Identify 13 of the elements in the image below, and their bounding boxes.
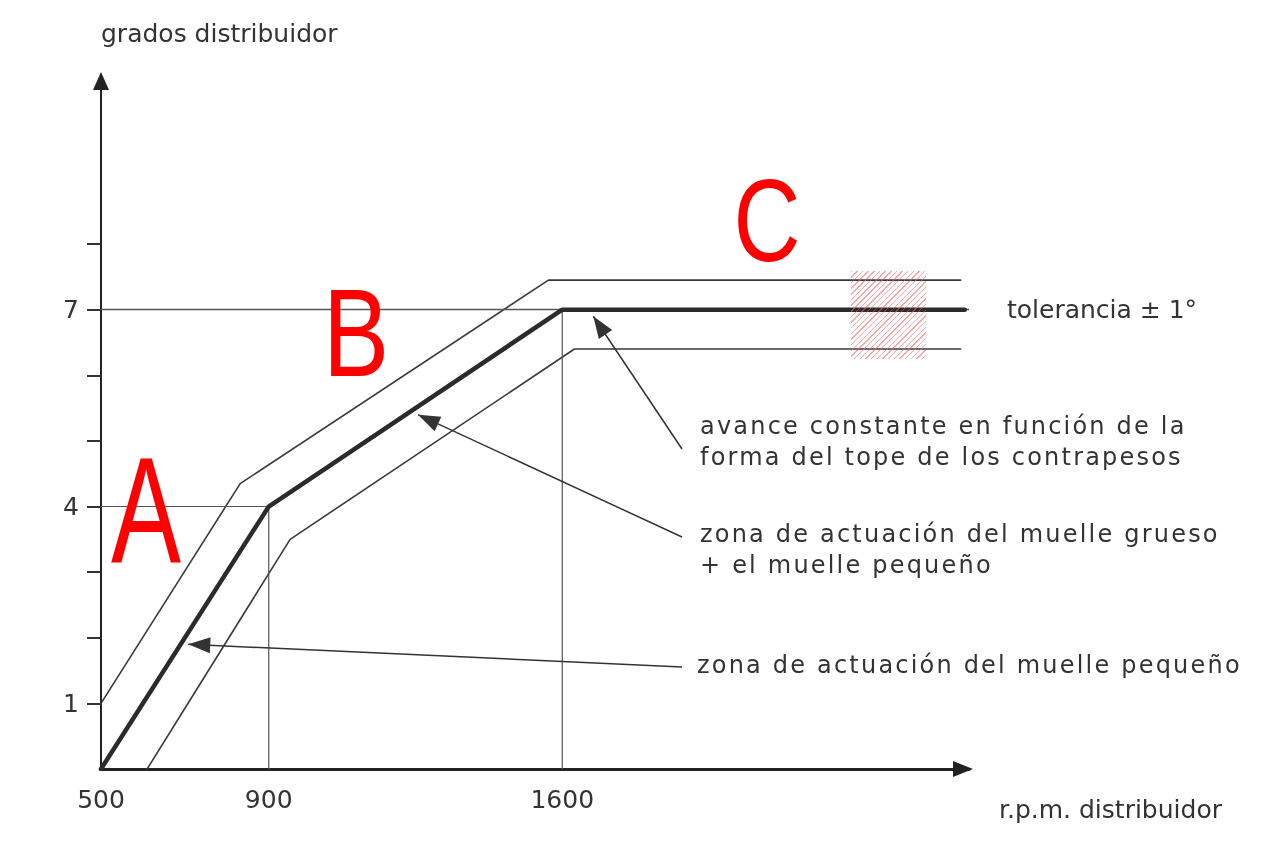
- annotation: zona de actuación del muelle grueso + el muelle pequeño: [700, 519, 1221, 581]
- ref-line-label: tolerancia ± 1°: [1007, 295, 1198, 325]
- x-tick-label: 900: [244, 785, 293, 814]
- y-tick-label: 7: [63, 295, 79, 325]
- y-tick-label: 4: [63, 492, 79, 522]
- x-tick-label: 1600: [530, 785, 595, 814]
- annotation: C: [733, 156, 801, 286]
- annotation: zona de actuación del muelle pequeño: [697, 650, 1243, 681]
- y-axis-title: grados distribuidor: [101, 18, 339, 48]
- x-axis-title: r.p.m. distribuidor: [999, 795, 1223, 824]
- x-tick-label: 500: [77, 785, 125, 814]
- y-tick-label: 1: [63, 688, 79, 718]
- annotation: avance constante en función de la forma del tope de los contrapesos: [700, 411, 1188, 473]
